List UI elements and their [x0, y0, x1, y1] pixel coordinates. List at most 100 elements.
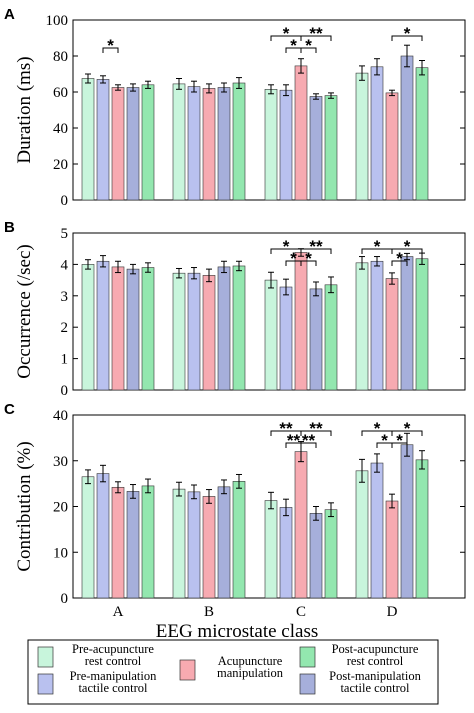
- bar-pre_tactile: [279, 89, 293, 201]
- legend-label: Pre-acupuncture: [72, 642, 154, 656]
- bar-acupuncture: [202, 88, 216, 201]
- significance-bracket: [391, 248, 423, 254]
- significance-star: *: [396, 431, 403, 450]
- bar-pre_rest: [355, 262, 369, 391]
- bar-post_tactile: [126, 268, 140, 391]
- bar-post_rest: [232, 265, 246, 391]
- legend-label: tactile control: [340, 681, 410, 695]
- bar-post_rest: [324, 284, 338, 391]
- legend-label: rest control: [347, 654, 404, 668]
- significance-star: *: [374, 419, 381, 438]
- significance-star: *: [283, 24, 290, 43]
- bar-acupuncture: [202, 496, 216, 599]
- bar-pre_rest: [172, 83, 186, 201]
- bar-post_tactile: [309, 288, 323, 391]
- bar-post_tactile: [126, 87, 140, 201]
- x-tick-label: C: [296, 604, 306, 620]
- bar-post_tactile: [400, 444, 414, 599]
- bar-post_rest: [324, 95, 338, 201]
- bar-post_rest: [324, 509, 338, 599]
- y-tick-label: 60: [53, 85, 68, 101]
- y-tick-label: 0: [61, 383, 69, 399]
- bar-acupuncture: [111, 486, 125, 599]
- significance-star: **: [309, 24, 323, 43]
- bar-acupuncture: [111, 87, 125, 201]
- significance-bracket: [391, 35, 423, 41]
- bar-post_tactile: [309, 96, 323, 201]
- legend-label: Pre-manipulation: [70, 669, 158, 683]
- panel-letter: B: [4, 219, 15, 236]
- significance-bracket: [300, 260, 317, 266]
- bar-pre_rest: [81, 476, 95, 599]
- y-tick-label: 0: [61, 193, 69, 209]
- bar-pre_tactile: [370, 462, 384, 599]
- significance-bracket: [300, 47, 317, 53]
- bar-pre_rest: [81, 78, 95, 201]
- y-tick-label: 5: [61, 226, 69, 242]
- y-tick-label: 0: [61, 591, 69, 607]
- y-axis-label: Occurrence (/sec): [14, 244, 35, 378]
- significance-star: *: [404, 419, 411, 438]
- y-axis-label: Duration (ms): [14, 56, 35, 163]
- bar-acupuncture: [385, 278, 399, 391]
- bar-post_tactile: [217, 87, 231, 201]
- bar-post_tactile: [217, 486, 231, 599]
- significance-bracket: [102, 47, 119, 53]
- bar-pre_tactile: [279, 507, 293, 599]
- bar-pre_tactile: [96, 79, 110, 201]
- significance-star: **: [302, 431, 316, 450]
- bar-pre_tactile: [187, 272, 201, 391]
- panel-letter: A: [4, 6, 15, 23]
- significance-star: *: [283, 237, 290, 256]
- x-axis-label: EEG microstate class: [156, 621, 319, 642]
- y-axis-label: Contribution (%): [14, 441, 35, 571]
- significance-star: **: [309, 419, 323, 438]
- bar-acupuncture: [385, 500, 399, 599]
- bar-acupuncture: [294, 65, 308, 201]
- y-tick-label: 20: [53, 500, 68, 516]
- significance-star: *: [290, 36, 297, 55]
- bar-pre_rest: [355, 470, 369, 599]
- bar-acupuncture: [111, 266, 125, 391]
- y-tick-label: 2: [61, 320, 69, 336]
- significance-star: *: [404, 24, 411, 43]
- bar-acupuncture: [202, 275, 216, 391]
- bar-post_tactile: [217, 266, 231, 391]
- y-tick-label: 40: [53, 121, 68, 137]
- bar-pre_rest: [264, 89, 278, 201]
- bar-post_tactile: [400, 55, 414, 201]
- significance-star: *: [381, 431, 388, 450]
- bar-pre_rest: [81, 264, 95, 391]
- bar-post_tactile: [126, 491, 140, 599]
- y-tick-label: 30: [53, 454, 68, 470]
- significance-star: *: [107, 36, 114, 55]
- significance-bracket: [391, 442, 408, 448]
- y-tick-label: 3: [61, 289, 69, 305]
- significance-bracket: [391, 430, 423, 436]
- legend-swatch-pre_tactile: [37, 673, 54, 695]
- bar-acupuncture: [294, 252, 308, 391]
- bar-acupuncture: [294, 451, 308, 599]
- bar-pre_rest: [264, 279, 278, 391]
- panel-letter: C: [4, 401, 15, 418]
- bar-post_tactile: [309, 513, 323, 599]
- bar-post_tactile: [400, 256, 414, 391]
- bar-post_rest: [415, 67, 429, 201]
- y-tick-label: 40: [53, 408, 68, 424]
- y-tick-label: 4: [61, 257, 69, 273]
- legend-swatch-acupuncture: [179, 659, 196, 681]
- legend-label: Post-acupuncture: [332, 642, 419, 656]
- significance-bracket: [300, 442, 317, 448]
- legend-label: rest control: [85, 654, 142, 668]
- legend-swatch-pre_rest: [37, 646, 54, 668]
- bar-pre_rest: [172, 272, 186, 391]
- y-tick-label: 10: [53, 545, 68, 561]
- y-tick-label: 100: [46, 13, 69, 29]
- bar-pre_tactile: [96, 473, 110, 599]
